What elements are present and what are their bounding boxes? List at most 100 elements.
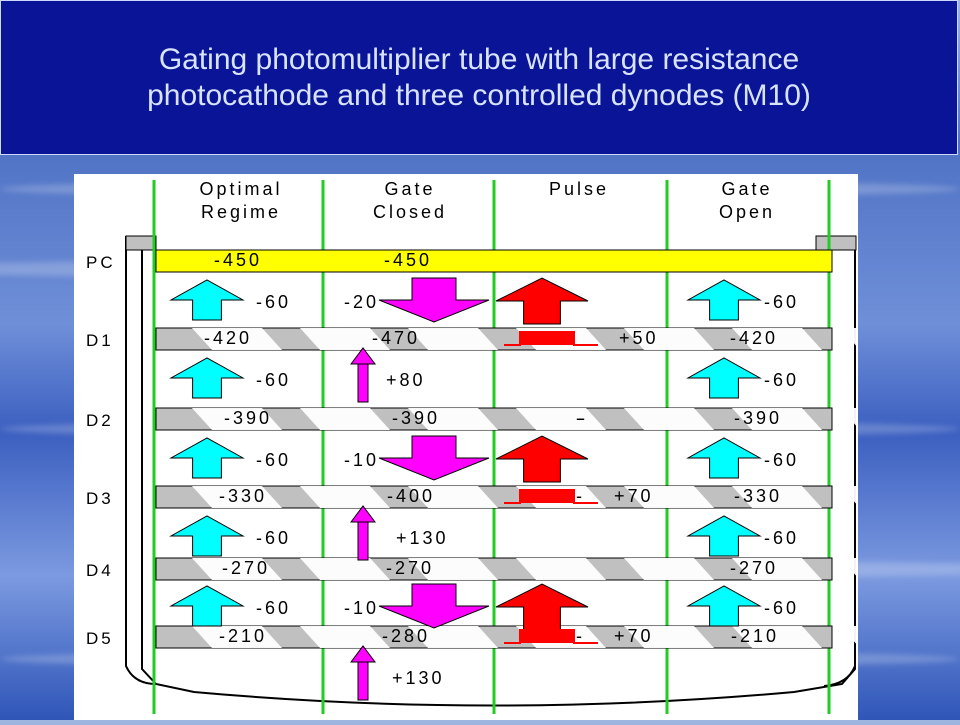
gap-voltage: -60: [256, 370, 291, 390]
dynode-stripe: [624, 408, 714, 430]
electrode-voltage: -390: [224, 408, 272, 428]
pulse-up-arrow: [495, 435, 589, 483]
electrode-voltage: -400: [387, 486, 435, 506]
gap-voltage: -10: [344, 598, 379, 618]
pulse-dash: -: [576, 408, 585, 428]
electrode-label: D4: [86, 561, 114, 580]
gap-voltage: -60: [256, 292, 291, 312]
dynode-stripe: [300, 328, 390, 350]
gap-voltage: -60: [764, 450, 799, 470]
pmt-diagram: Optimal Regime Gate Closed Pulse Gate Open PC -4…: [74, 174, 930, 720]
dynode-stripe: [300, 558, 390, 580]
dynode-stripe: [192, 408, 282, 430]
gap-voltage: +80: [386, 370, 426, 390]
electrode-label: D1: [86, 331, 114, 350]
dynode-stripe: [624, 486, 714, 508]
optimal-up-arrow: [169, 279, 245, 321]
dynode-stripe: [192, 626, 282, 648]
electrode-voltage: -: [579, 408, 588, 428]
dynode-stripe: [300, 626, 390, 648]
column-header-line2: Open: [719, 202, 775, 222]
electrode-voltage: -210: [731, 626, 779, 646]
pulse-fill: [520, 630, 574, 643]
dynode-stripe: [732, 328, 822, 350]
photocathode-band: [155, 249, 833, 273]
electrode-voltage: -330: [219, 486, 267, 506]
gap-voltage: -60: [256, 528, 291, 548]
electrode-voltage: -420: [730, 328, 778, 348]
column-header-line1: Pulse: [549, 179, 609, 199]
title-line-1: Gating photomultiplier tube with large r…: [158, 42, 800, 76]
dynode-stripe: [408, 328, 498, 350]
gap-voltage: -60: [764, 598, 799, 618]
gate-open-up-arrow: [686, 515, 762, 557]
dynode-stripe: [408, 626, 498, 648]
pulse-dash: -: [576, 626, 585, 646]
gate-closed-up-arrow-head: [350, 347, 376, 365]
dynode-stripe: [300, 486, 390, 508]
pulse-up-arrow: [495, 277, 589, 325]
electrode-voltage: -390: [392, 408, 440, 428]
dynode-stripe: [408, 408, 498, 430]
electrode-voltage: -270: [222, 558, 270, 578]
gate-closed-down-arrow: [378, 435, 490, 481]
pulse-fill: [520, 332, 574, 345]
electrode-voltage: -330: [734, 486, 782, 506]
dynode-stripe: [732, 408, 822, 430]
gate-closed-down-arrow: [378, 583, 490, 629]
dynode-stripe: [192, 558, 282, 580]
dynode-stripe: [192, 328, 282, 350]
dynode-stripe: [516, 408, 606, 430]
electrode-voltage: +70: [614, 486, 654, 506]
electrode-voltage: -450: [384, 250, 432, 270]
dynode-stripe: [408, 558, 498, 580]
dynode-stripe: [732, 558, 822, 580]
dynode-stripe: [408, 486, 498, 508]
gap-voltage: -20: [344, 292, 379, 312]
dynode-stripe: [624, 558, 714, 580]
dynode-stripe: [624, 626, 714, 648]
dynode-stripe: [732, 486, 822, 508]
gate-closed-down-arrow: [378, 277, 490, 323]
gap-voltage: -10: [344, 450, 379, 470]
title-bar: Gating photomultiplier tube with large r…: [0, 0, 958, 155]
gate-closed-up-arrow-head: [350, 645, 376, 663]
pmt-diagram-svg: Optimal Regime Gate Closed Pulse Gate Open PC -4…: [86, 179, 930, 714]
gate-open-up-arrow: [686, 357, 762, 399]
gap-voltage: -60: [764, 370, 799, 390]
electrode-voltage: -270: [730, 558, 778, 578]
dynode-stripe: [192, 486, 282, 508]
electrode-voltage: -470: [372, 328, 420, 348]
gap-voltage: +130: [396, 528, 449, 548]
electrode-voltage: -420: [204, 328, 252, 348]
gate-open-up-arrow: [686, 279, 762, 321]
electrode-voltage: -280: [382, 626, 430, 646]
tube-shoulder-left: [125, 235, 157, 251]
gate-open-up-arrow: [686, 585, 762, 627]
gate-closed-up-arrow-head: [350, 505, 376, 523]
dynode-stripe: [624, 328, 714, 350]
electrode-voltage: -390: [734, 408, 782, 428]
column-header-line2: Regime: [201, 202, 281, 222]
electrode-voltage: +70: [614, 626, 654, 646]
electrode-label: D3: [86, 489, 114, 508]
dynode-stripe: [516, 558, 606, 580]
electrode-label: D5: [86, 629, 114, 648]
column-header-line1: Gate: [384, 179, 435, 199]
pulse-dash: -: [576, 486, 585, 506]
title-line-2: photocathode and three controlled dynode…: [147, 78, 811, 112]
electrode-voltage: -270: [386, 558, 434, 578]
optimal-up-arrow: [169, 437, 245, 479]
gap-voltage: -60: [256, 598, 291, 618]
electrode-label: PC: [86, 253, 116, 272]
pulse-up-arrow: [495, 583, 589, 631]
optimal-up-arrow: [169, 585, 245, 627]
electrode-voltage: -450: [214, 250, 262, 270]
gap-voltage: +130: [392, 668, 445, 688]
optimal-up-arrow: [169, 357, 245, 399]
dynode-stripe: [300, 408, 390, 430]
optimal-up-arrow: [169, 515, 245, 557]
gap-voltage: -60: [764, 528, 799, 548]
gap-voltage: -60: [764, 292, 799, 312]
dynode-stripe: [732, 626, 822, 648]
